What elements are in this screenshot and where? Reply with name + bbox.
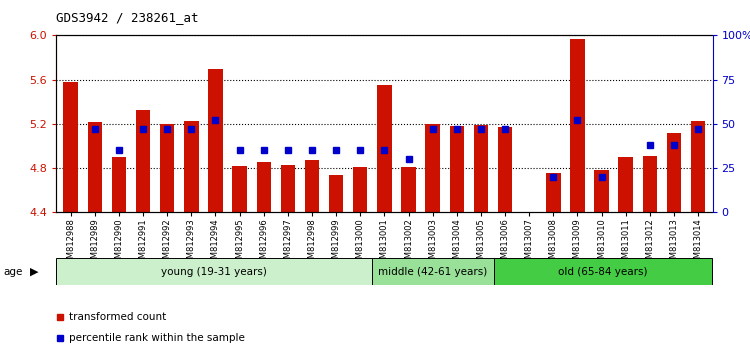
Bar [209,69,223,212]
Text: old (65-84 years): old (65-84 years) [558,267,648,277]
Bar [401,167,416,212]
Bar [377,85,392,212]
Text: middle (42-61 years): middle (42-61 years) [378,267,488,277]
Bar [691,121,705,212]
Bar [619,157,633,212]
Bar [372,258,494,285]
Bar [56,258,372,285]
Bar [594,170,609,212]
Bar [425,124,439,212]
Text: transformed count: transformed count [69,312,166,322]
Bar [329,175,344,212]
Bar [353,167,368,212]
Text: age: age [4,267,23,277]
Bar [280,165,295,212]
Text: young (19-31 years): young (19-31 years) [161,267,267,277]
Bar [304,160,320,212]
Text: GDS3942 / 238261_at: GDS3942 / 238261_at [56,11,199,24]
Bar [570,39,585,212]
Bar [256,161,271,212]
Bar [184,121,199,212]
Text: ▶: ▶ [30,267,38,277]
Bar [449,126,464,212]
Bar [494,258,712,285]
Bar [88,122,102,212]
Bar [160,124,175,212]
Bar [667,133,681,212]
Bar [498,127,512,212]
Bar [64,82,78,212]
Bar [112,157,126,212]
Bar [643,156,657,212]
Bar [546,173,560,212]
Bar [474,125,488,212]
Text: percentile rank within the sample: percentile rank within the sample [69,333,245,343]
Bar [232,166,247,212]
Bar [136,109,150,212]
